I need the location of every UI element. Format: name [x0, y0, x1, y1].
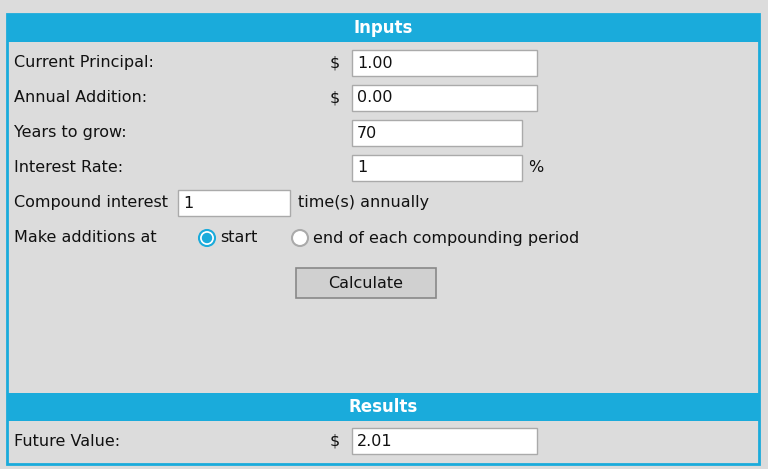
Text: end of each compounding period: end of each compounding period: [313, 230, 579, 245]
FancyBboxPatch shape: [352, 155, 522, 181]
Text: Current Principal:: Current Principal:: [14, 55, 154, 70]
Text: %: %: [528, 160, 543, 175]
Text: $: $: [330, 91, 340, 106]
Text: Compound interest: Compound interest: [14, 196, 168, 211]
Text: Interest Rate:: Interest Rate:: [14, 160, 123, 175]
Text: $: $: [330, 433, 340, 448]
FancyBboxPatch shape: [352, 85, 537, 111]
Text: Inputs: Inputs: [353, 19, 412, 37]
Text: 0.00: 0.00: [357, 91, 392, 106]
Text: Future Value:: Future Value:: [14, 433, 120, 448]
FancyBboxPatch shape: [352, 50, 537, 76]
Text: Calculate: Calculate: [329, 275, 403, 290]
Text: 1: 1: [357, 160, 367, 175]
FancyBboxPatch shape: [352, 428, 537, 454]
Text: Years to grow:: Years to grow:: [14, 126, 127, 141]
Text: $: $: [330, 55, 340, 70]
Text: Results: Results: [349, 398, 418, 416]
Text: 2.01: 2.01: [357, 433, 392, 448]
Text: start: start: [220, 230, 257, 245]
Text: 70: 70: [357, 126, 377, 141]
FancyBboxPatch shape: [7, 14, 759, 42]
Text: 1: 1: [183, 196, 194, 211]
FancyBboxPatch shape: [352, 120, 522, 146]
Text: Annual Addition:: Annual Addition:: [14, 91, 147, 106]
FancyBboxPatch shape: [7, 393, 759, 421]
Circle shape: [199, 230, 215, 246]
Circle shape: [292, 230, 308, 246]
FancyBboxPatch shape: [296, 268, 436, 298]
Text: Make additions at: Make additions at: [14, 230, 157, 245]
FancyBboxPatch shape: [178, 190, 290, 216]
FancyBboxPatch shape: [7, 14, 759, 464]
Text: 1.00: 1.00: [357, 55, 392, 70]
Circle shape: [203, 234, 211, 242]
Text: time(s) annually: time(s) annually: [298, 196, 429, 211]
